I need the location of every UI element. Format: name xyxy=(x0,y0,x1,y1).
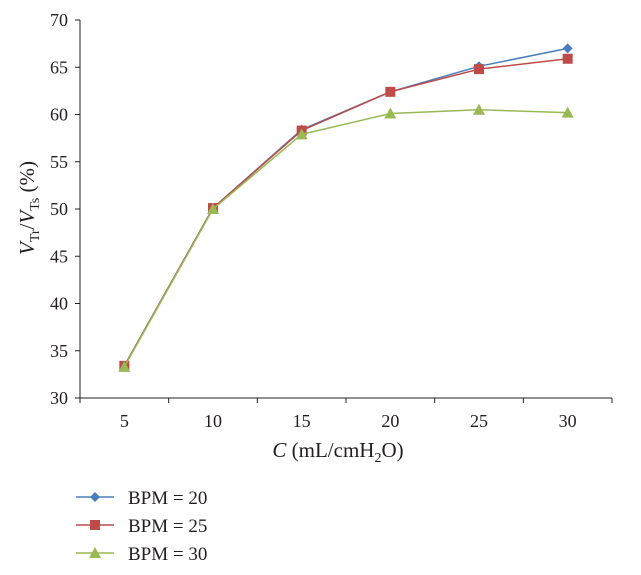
series-2 xyxy=(119,53,573,371)
legend-swatch-marker xyxy=(89,547,101,558)
legend-label: BPM = 25 xyxy=(128,516,207,537)
data-point xyxy=(562,43,573,54)
y-axis-ticks: 30 35 40 45 50 55 60 65 70 xyxy=(50,10,80,408)
x-tick-label: 25 xyxy=(470,411,488,431)
y-tick-label: 60 xyxy=(50,105,68,125)
data-point xyxy=(562,53,573,64)
plot-area xyxy=(79,20,612,399)
x-tick-label: 15 xyxy=(293,411,311,431)
y-tick-label: 35 xyxy=(50,341,68,361)
legend-item: BPM = 25 xyxy=(76,516,207,537)
y-tick-label: 65 xyxy=(50,57,68,77)
data-point xyxy=(207,203,219,214)
legend: BPM = 20 BPM = 25 BPM = 30 xyxy=(76,488,207,565)
y-tick-label: 45 xyxy=(50,246,68,266)
data-point xyxy=(384,107,397,119)
data-point xyxy=(385,86,396,97)
series-3 xyxy=(118,103,574,372)
x-axis-title: C (mL/cmH2O) xyxy=(272,438,403,466)
x-tick-label: 30 xyxy=(559,411,577,431)
data-point xyxy=(473,103,485,115)
legend-item: BPM = 20 xyxy=(76,488,207,509)
legend-label: BPM = 30 xyxy=(128,544,207,565)
y-tick-label: 55 xyxy=(50,152,68,172)
y-tick-label: 40 xyxy=(50,294,68,314)
x-axis-ticks: 5 10 15 20 25 30 xyxy=(79,398,613,431)
legend-item: BPM = 30 xyxy=(76,544,207,565)
x-tick-label: 20 xyxy=(381,411,399,431)
series-1 xyxy=(119,43,573,371)
series-line xyxy=(123,109,568,368)
data-point xyxy=(561,106,574,118)
data-point xyxy=(474,64,484,75)
data-point xyxy=(118,360,131,372)
y-axis-title: VTr/VTs (%) xyxy=(15,161,43,255)
legend-label: BPM = 20 xyxy=(128,488,207,509)
data-point xyxy=(295,128,308,140)
x-tick-label: 10 xyxy=(204,411,222,431)
legend-swatch-marker xyxy=(90,492,100,502)
series-line xyxy=(123,47,568,367)
series-line xyxy=(123,58,568,367)
y-tick-label: 70 xyxy=(50,10,68,30)
legend-swatch-marker xyxy=(90,520,100,530)
y-tick-label: 50 xyxy=(50,199,68,219)
x-tick-label: 5 xyxy=(120,411,129,431)
y-tick-label: 30 xyxy=(50,388,68,408)
